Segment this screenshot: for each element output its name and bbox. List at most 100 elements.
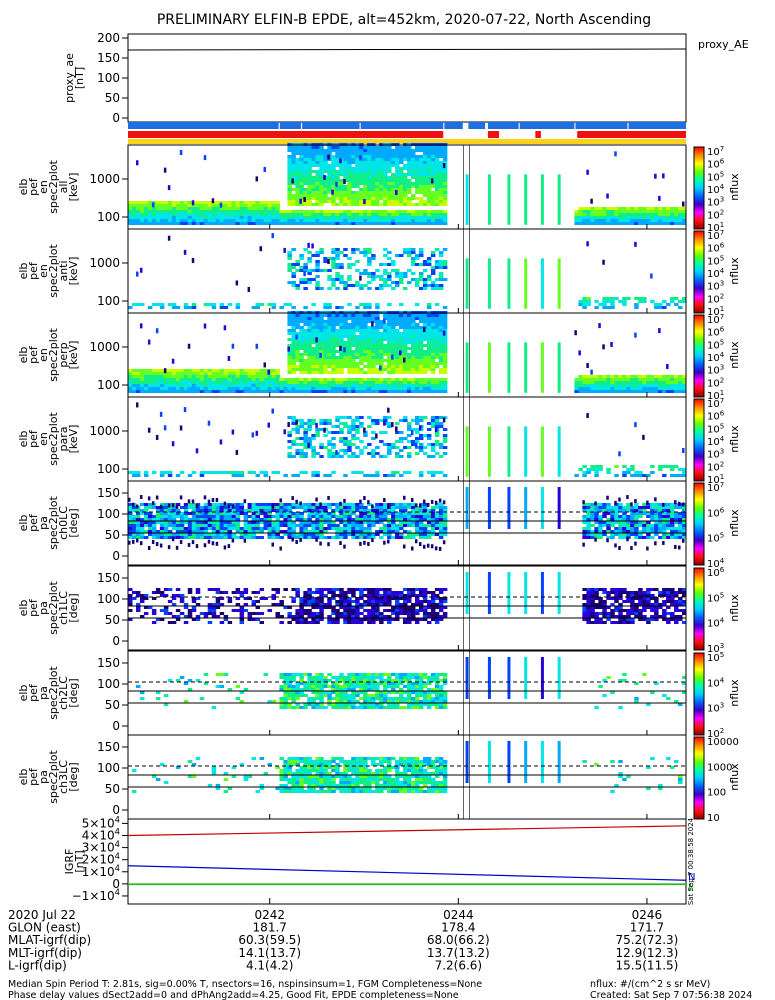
spectrogram-cell: [407, 152, 412, 155]
spectrogram-cell: [223, 530, 229, 533]
spectrogram-cell: [407, 446, 412, 449]
spectrogram-cell: [307, 281, 312, 284]
spectrogram-cell: [163, 167, 167, 173]
spectrogram-cell: [662, 207, 667, 210]
spectrogram-cell: [295, 515, 300, 518]
spectrogram-cell: [347, 222, 352, 225]
spectrogram-cell: [227, 518, 233, 521]
spectrogram-cell: [315, 158, 320, 161]
spectrogram-cell: [171, 303, 177, 306]
spectrogram-cell: [271, 378, 276, 381]
spectrogram-cell: [598, 518, 603, 521]
spectrogram-cell: [175, 384, 181, 387]
spectrogram-cell: [442, 263, 448, 266]
spectrogram-cell: [642, 390, 647, 393]
spectrogram-cell: [646, 381, 651, 384]
spectrogram-cell: [586, 387, 591, 390]
spectrogram-cell: [315, 182, 320, 185]
colorbar-label: nflux: [728, 425, 741, 453]
spectrogram-cell: [131, 527, 137, 530]
spectrogram-cell: [315, 428, 320, 431]
spectrogram-cell: [430, 443, 436, 446]
spectrogram-cell: [327, 365, 332, 368]
spectrogram-cell: [407, 197, 412, 200]
spectrogram-cell: [403, 248, 408, 251]
spectrogram-cell: [614, 219, 619, 222]
spectrogram-cell: [367, 251, 372, 254]
spectrogram-cell: [331, 210, 336, 213]
spectrogram-cell: [211, 306, 217, 309]
spectrogram-cell: [666, 303, 671, 306]
spectrogram-cell: [231, 369, 237, 372]
spectrogram-cell: [335, 518, 340, 521]
spectrogram-cell: [343, 213, 348, 216]
spectrogram-cell: [355, 350, 360, 353]
spectrogram-cell: [351, 434, 356, 437]
spectrogram-cell: [223, 512, 229, 515]
spectrogram-cell: [211, 512, 217, 515]
spectrogram-ylabel-line: perp: [57, 342, 70, 367]
spectrogram-cell: [598, 533, 603, 536]
spectrogram-cell: [602, 381, 607, 384]
spectrogram-cell: [610, 222, 615, 225]
spectrogram-cell: [359, 533, 364, 536]
spectrogram-cell: [287, 431, 292, 434]
spectrogram-cell: [654, 213, 659, 216]
spectrogram-cell: [331, 471, 336, 474]
spectrogram-cell: [347, 146, 352, 149]
spectrogram-cell: [251, 527, 257, 530]
spectrogram-cell: [287, 524, 292, 527]
spectrogram-cell: [339, 203, 344, 206]
spectrogram-cell: [602, 530, 607, 533]
spectrogram-cell: [395, 536, 400, 539]
spectrogram-cell: [371, 213, 376, 216]
spectrogram-cell: [279, 381, 284, 384]
spectrogram-cell: [375, 338, 380, 341]
spectrogram-cell: [422, 170, 428, 173]
spectrogram-cell: [339, 170, 344, 173]
spectrogram-cell: [430, 269, 436, 272]
spectrogram-cell: [251, 518, 257, 521]
spectrogram-cell: [251, 515, 257, 518]
spectrogram-cell: [275, 506, 280, 509]
spectrogram-cell: [410, 332, 416, 335]
spectrogram-cell: [422, 200, 428, 203]
spectrogram-cell: [295, 512, 300, 515]
spectrogram-cell: [163, 375, 169, 378]
spectrogram-cell: [331, 281, 336, 284]
spectrogram-cell: [171, 537, 175, 542]
spectrogram-cell: [327, 542, 330, 547]
spectrogram-cell: [291, 537, 294, 542]
spectrogram-cell: [602, 387, 607, 390]
spectrogram-cell: [387, 257, 392, 260]
spectrogram-cell: [418, 384, 424, 387]
spectrogram-cell: [283, 390, 288, 393]
spectrogram-cell: [315, 509, 320, 512]
spectrogram-cell: [299, 362, 304, 365]
spectrogram-cell: [227, 503, 233, 506]
spectrogram-cell: [379, 365, 382, 371]
spectrogram-cell: [399, 347, 404, 350]
spectrogram-cell: [434, 266, 440, 269]
spectrogram-cell: [359, 251, 364, 254]
spectrogram-cell: [375, 471, 380, 474]
spectrogram-cell: [259, 378, 265, 381]
spectrogram-cell: [367, 185, 372, 188]
spectrogram-cell: [255, 381, 261, 384]
spectrogram-cell: [299, 338, 304, 341]
spectrogram-cell: [395, 533, 400, 536]
spectrogram-cell: [327, 275, 332, 278]
spectrogram-cell: [231, 524, 237, 527]
spectrogram-cell: [347, 149, 352, 152]
spectrogram-cell: [291, 533, 296, 536]
spectrogram-burst: [557, 174, 561, 225]
spectrogram-cell: [582, 506, 587, 509]
spectrogram-ylabel-line: para: [57, 427, 70, 452]
spectrogram-cell: [327, 518, 332, 521]
spectrogram-cell: [418, 512, 424, 515]
spectrogram-cell: [243, 204, 249, 207]
spectrogram-cell: [243, 515, 249, 518]
spectrogram-cell: [291, 416, 296, 419]
spectrogram-cell: [375, 149, 380, 152]
spectrogram-cell: [610, 381, 615, 384]
